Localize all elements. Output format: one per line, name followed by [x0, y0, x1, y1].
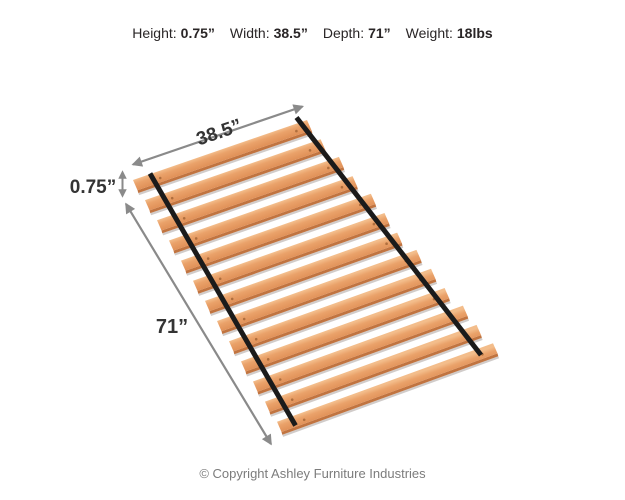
slat-shadow [234, 281, 438, 357]
slat-13 [277, 343, 500, 437]
slat-edge [281, 353, 499, 435]
spec-weight-value: 18lbs [456, 25, 493, 41]
slat-face [229, 268, 436, 352]
slat-hole [295, 129, 298, 133]
slat-face [253, 305, 468, 392]
slat-shadow [282, 356, 500, 437]
spec-depth-value: 71” [368, 25, 391, 41]
slat-hole [182, 217, 186, 220]
slat-shadow [258, 318, 470, 397]
spec-width-label: Width: [229, 25, 270, 41]
spec-height-label: Height: [132, 25, 177, 41]
spec-width-value: 38.5” [273, 25, 308, 41]
copyright-notice: © Copyright Ashley Furniture Industries [199, 466, 426, 481]
slat-hole [218, 277, 222, 281]
spec-width: Width: 38.5” [230, 25, 308, 42]
width-arrow [131, 104, 304, 167]
slat-edge [269, 335, 482, 415]
slat-hole [278, 378, 282, 381]
height-dimension-label: 0.75” [70, 177, 116, 198]
slat-hole [302, 418, 306, 422]
spec-height: Height: 0.75” [132, 25, 215, 42]
slat-hole [254, 337, 258, 341]
slat-hole [170, 196, 174, 200]
slat-hole [158, 176, 162, 180]
spec-depth-label: Depth: [322, 25, 365, 41]
slat-hole [206, 257, 210, 260]
slat-hole [266, 358, 270, 361]
slat-shadow [270, 337, 483, 417]
slat-face [265, 324, 482, 412]
slat-9 [229, 268, 438, 357]
slat-hole [290, 398, 294, 401]
slat-12 [265, 324, 483, 417]
slat-shadow [150, 152, 327, 216]
slat-face [277, 343, 498, 432]
spec-depth: Depth: 71” [323, 25, 391, 42]
slats [133, 120, 500, 437]
slat-shadow [222, 262, 423, 337]
spec-height-value: 0.75” [180, 25, 215, 41]
slat-hole [340, 185, 344, 189]
slat-hole [327, 166, 330, 170]
slat-edge [257, 315, 469, 395]
spec-weight-label: Weight: [405, 25, 453, 41]
slat-hole [230, 297, 234, 301]
slat-11 [253, 305, 470, 397]
slat-10 [241, 288, 451, 377]
slat-hole [308, 149, 312, 152]
slat-hole [372, 222, 376, 226]
slat-hole [385, 242, 388, 245]
spec-header: Height: 0.75” Width: 38.5” Depth: 71” Weigh… [0, 25, 625, 42]
slat-edge [245, 298, 450, 375]
spec-weight: Weight: 18lbs [406, 25, 493, 42]
slat-shadow [246, 301, 451, 377]
slat-hole [194, 237, 198, 240]
slat-face [241, 288, 450, 372]
depth-dimension-label: 71” [156, 316, 188, 338]
strap-right [294, 115, 483, 357]
slat-edge [233, 279, 437, 355]
depth-arrow [125, 202, 272, 446]
slat-hole [242, 317, 246, 321]
